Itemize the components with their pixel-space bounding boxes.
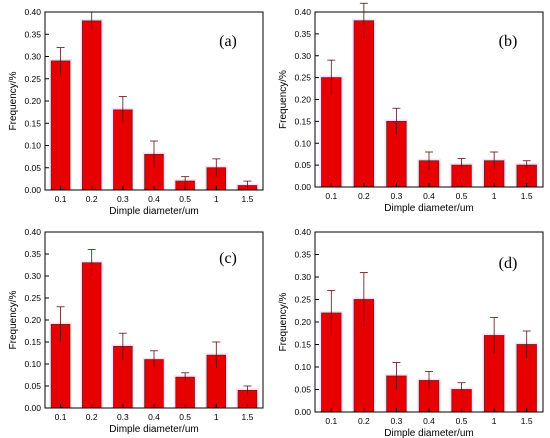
x-axis-title: Dimple diameter/um <box>109 424 198 435</box>
chart-panel-d: 0.00 0.05 0.10 0.15 0.20 0.25 0.30 0.35 0.40 0.1 0… <box>278 227 544 438</box>
y-tick-label: 0.25 <box>24 293 41 303</box>
bar <box>50 60 71 191</box>
x-tick-label: 0.5 <box>456 191 468 201</box>
y-tick-label: 0.40 <box>294 227 311 237</box>
y-axis-title: Frequency/% <box>8 71 19 130</box>
x-tick-label: 0.2 <box>358 416 370 426</box>
y-tick-label: 0.35 <box>294 29 311 39</box>
x-tick-label: 0.1 <box>55 412 67 422</box>
x-tick-label: 0.3 <box>117 194 129 204</box>
panel-label: (b) <box>499 33 518 50</box>
x-tick-label: 0.4 <box>148 194 160 204</box>
y-tick-label: 0.00 <box>24 185 41 195</box>
x-axis-title: Dimple diameter/um <box>384 203 473 214</box>
y-tick-label: 0.15 <box>24 118 41 128</box>
bar <box>81 262 102 409</box>
y-tick-label: 0.05 <box>294 160 311 170</box>
x-tick-label: 0.1 <box>325 416 337 426</box>
x-tick-label: 0.4 <box>148 412 160 422</box>
x-tick-label: 0.3 <box>117 412 129 422</box>
y-tick-label: 0.30 <box>294 272 311 282</box>
y-tick-label: 0.30 <box>24 271 41 281</box>
y-tick-label: 0.20 <box>294 317 311 327</box>
y-tick-label: 0.20 <box>24 315 41 325</box>
bar <box>81 20 102 191</box>
y-tick-label: 0.05 <box>24 163 41 173</box>
bar <box>353 20 375 188</box>
x-tick-label: 1.5 <box>521 191 533 201</box>
y-tick-label: 0.25 <box>294 295 311 305</box>
y-tick-label: 0.40 <box>24 7 41 17</box>
x-tick-label: 1.5 <box>521 416 533 426</box>
chart-panel-a: 0.00 0.05 0.10 0.15 0.20 0.25 0.30 0.35 0.40 0.1 0… <box>8 7 264 217</box>
y-tick-label: 0.15 <box>24 337 41 347</box>
y-tick-label: 0.20 <box>294 95 311 105</box>
x-tick-label: 0.1 <box>55 194 67 204</box>
x-tick-label: 1 <box>492 416 497 426</box>
x-tick-label: 0.2 <box>86 412 98 422</box>
x-tick-label: 0.2 <box>358 191 370 201</box>
x-tick-label: 1.5 <box>242 412 254 422</box>
x-tick-label: 0.5 <box>179 412 191 422</box>
y-tick-label: 0.10 <box>294 362 311 372</box>
y-tick-label: 0.30 <box>24 52 41 62</box>
y-tick-label: 0.40 <box>24 227 41 237</box>
y-tick-label: 0.35 <box>294 250 311 260</box>
x-tick-label: 1 <box>492 191 497 201</box>
y-tick-label: 0.00 <box>24 403 41 413</box>
y-axis-title: Frequency/% <box>8 290 19 349</box>
x-axis-title: Dimple diameter/um <box>109 206 198 217</box>
chart-panel-c: 0.00 0.05 0.10 0.15 0.20 0.25 0.30 0.35 0.40 0.1 0… <box>8 227 264 435</box>
y-tick-label: 0.10 <box>24 359 41 369</box>
y-tick-label: 0.30 <box>294 51 311 61</box>
y-tick-label: 0.35 <box>24 29 41 39</box>
y-tick-label: 0.20 <box>24 96 41 106</box>
y-tick-label: 0.00 <box>294 407 311 417</box>
bar <box>175 376 195 409</box>
x-tick-label: 0.2 <box>86 194 98 204</box>
y-tick-label: 0.05 <box>24 381 41 391</box>
y-tick-label: 0.05 <box>294 385 311 395</box>
x-tick-label: 1 <box>214 412 219 422</box>
y-tick-label: 0.10 <box>24 141 41 151</box>
panel-label: (d) <box>499 255 518 272</box>
y-tick-label: 0.40 <box>294 7 311 17</box>
y-tick-label: 0.35 <box>24 249 41 259</box>
panel-label: (a) <box>219 33 237 50</box>
x-tick-label: 0.5 <box>456 416 468 426</box>
chart-panel-b: 0.00 0.05 0.10 0.15 0.20 0.25 0.30 0.35 0.40 0.1 0… <box>278 2 544 214</box>
x-tick-label: 0.1 <box>325 191 337 201</box>
x-tick-label: 0.4 <box>423 191 435 201</box>
y-axis-title: Frequency/% <box>278 292 289 351</box>
y-tick-label: 0.15 <box>294 116 311 126</box>
x-axis-title: Dimple diameter/um <box>384 428 473 438</box>
y-axis-title: Frequency/% <box>278 70 289 129</box>
y-tick-label: 0.25 <box>24 74 41 84</box>
x-tick-label: 0.3 <box>391 191 403 201</box>
x-tick-label: 0.5 <box>179 194 191 204</box>
x-tick-label: 0.3 <box>391 416 403 426</box>
x-tick-label: 0.4 <box>423 416 435 426</box>
y-tick-label: 0.00 <box>294 182 311 192</box>
y-tick-label: 0.10 <box>294 138 311 148</box>
y-tick-label: 0.15 <box>294 340 311 350</box>
x-tick-label: 1 <box>214 194 219 204</box>
x-tick-label: 1.5 <box>242 194 254 204</box>
y-tick-label: 0.25 <box>294 73 311 83</box>
panel-label: (c) <box>219 250 237 267</box>
